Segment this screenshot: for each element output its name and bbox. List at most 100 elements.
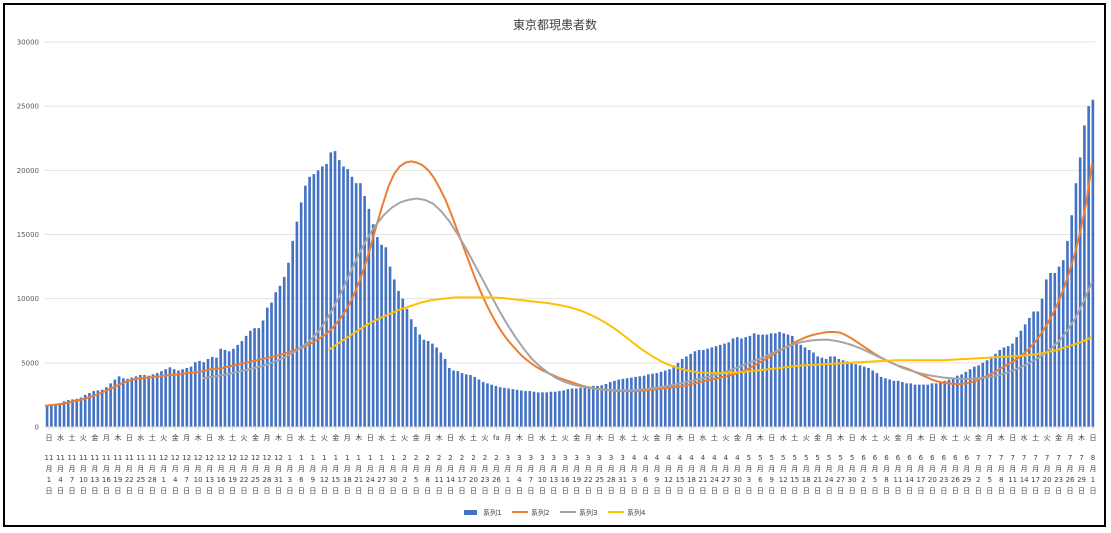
series-1-bar [998,350,1002,427]
x-tick-label: 26 [951,476,960,484]
x-tick-label: 月 [344,434,351,442]
x-tick-label: 7 [70,476,74,484]
x-tick-label: 5 [758,454,762,462]
x-tick-label: 日 [1067,487,1074,495]
series-1-bar [1057,266,1061,427]
x-tick-label: 月 [768,465,775,473]
series-1-bar [240,341,244,427]
series-1-bar [1040,298,1044,427]
x-axis-ticks: 日11月1日水11月4日土11月7日火11月10日金11月13日月11月16日木… [45,427,1097,495]
series-1-bar [189,366,193,427]
series-1-bar [126,378,129,428]
x-tick-label: 土 [872,433,879,442]
x-tick-label: 日 [768,434,775,442]
series-1-bar [981,362,985,427]
x-tick-label: 4 [632,454,637,462]
series-1-bar [422,339,426,427]
x-tick-label: 日 [1009,487,1016,495]
series-1-bar [1066,240,1069,427]
series-1-bar [799,344,803,427]
x-tick-label: 月 [80,465,87,473]
series-1-bar [536,392,540,427]
x-tick-label: 日 [68,487,75,495]
x-tick-label: 月 [780,465,787,473]
x-tick-label: 日 [849,487,856,495]
x-tick-label: 月 [585,465,592,473]
x-tick-label: 日 [906,487,913,495]
series-1-bar [426,341,430,427]
x-tick-label: 月 [286,465,293,473]
x-tick-label: 水 [619,433,626,442]
x-tick-label: 16 [102,476,111,484]
x-tick-label: 日 [1009,434,1016,442]
x-tick-label: 5 [792,454,796,462]
x-tick-label: 3 [529,454,533,462]
x-tick-label: 12 [251,454,260,462]
x-tick-label: 日 [241,487,248,495]
series-1-bar [689,353,692,427]
series-1-bar [604,384,608,427]
series-1-bar [833,356,836,427]
x-tick-label: 月 [562,465,569,473]
series-1-bar [655,373,659,427]
x-tick-label: 8 [999,476,1003,484]
x-tick-label: 月 [1009,465,1016,473]
x-tick-label: 日 [195,487,202,495]
x-tick-label: 日 [837,487,844,495]
series-1-bar [168,367,172,427]
series-1-bar [460,373,464,427]
series-1-bar [1032,311,1035,427]
x-tick-label: 木 [1078,433,1085,442]
x-tick-label: 土 [952,433,959,442]
x-tick-label: 月 [1021,465,1028,473]
x-tick-label: 12 [228,454,237,462]
x-tick-label: 日 [355,487,362,495]
x-tick-label: 日 [986,487,993,495]
series-1-bar [621,378,625,428]
series-1-bar [816,356,819,427]
x-tick-label: 月 [826,434,833,442]
x-tick-label: 11 [894,476,903,484]
series-1-bar [498,387,502,427]
x-tick-label: 月 [103,465,110,473]
series-1-bar [625,378,629,427]
x-tick-label: 月 [826,465,833,473]
x-tick-label: 月 [906,465,913,473]
x-tick-label: 日 [619,487,626,495]
x-tick-label: 日 [780,487,787,495]
series-1-bar [765,334,769,427]
series-1-bar [464,374,468,427]
x-tick-label: 日 [688,434,695,442]
x-tick-label: 日 [711,487,718,495]
x-tick-label: 日 [860,487,867,495]
x-tick-label: 火 [642,434,649,442]
x-tick-label: 日 [1044,487,1051,495]
series-1-bar [295,221,299,427]
x-tick-label: 1 [357,454,361,462]
series-1-bar [638,376,642,427]
x-tick-label: 22 [125,476,134,484]
series-1-bar [223,350,227,427]
x-tick-label: 31 [618,476,627,484]
x-tick-label: 21 [813,476,822,484]
x-tick-label: 日 [344,487,351,495]
x-tick-label: 2 [448,454,452,462]
x-tick-label: 31 [274,476,283,484]
series-1-bar [392,279,396,427]
series-1-bar [337,160,341,427]
x-tick-label: 11 [136,454,145,462]
series-1-bar [515,389,519,427]
series-1-bar [481,382,485,427]
x-tick-label: 日 [183,487,190,495]
series-1-bar [1061,260,1065,427]
x-tick-label: 3 [563,454,567,462]
series-1-bar [651,373,654,427]
series-1-bar [829,356,832,427]
x-tick-label: 月 [975,465,982,473]
x-tick-label: 月 [883,465,890,473]
x-tick-label: 7 [1068,454,1072,462]
x-tick-label: 日 [757,487,764,495]
x-tick-label: 日 [722,487,729,495]
y-tick-label: 20000 [17,167,39,175]
y-tick-label: 25000 [17,103,39,111]
